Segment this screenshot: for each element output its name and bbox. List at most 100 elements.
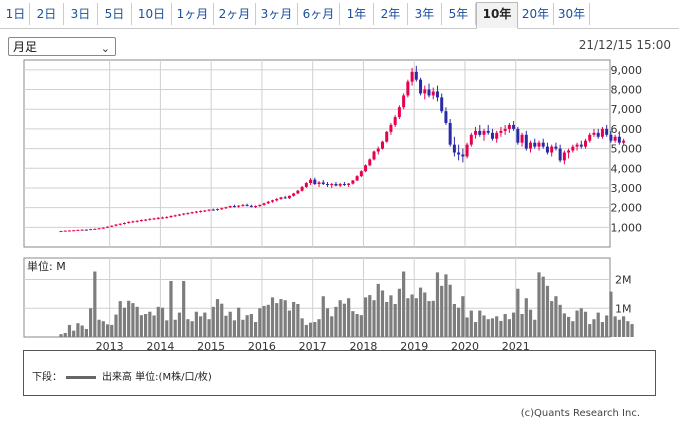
timestamp: 21/12/15 15:00 xyxy=(578,38,671,52)
candle-body xyxy=(617,136,621,143)
volume-bar xyxy=(313,322,317,337)
candle-body xyxy=(220,208,224,210)
tab-4[interactable]: 10日 xyxy=(132,3,172,25)
candle-body xyxy=(177,214,181,216)
volume-bar xyxy=(63,332,67,337)
volume-bar xyxy=(469,310,473,337)
volume-bar xyxy=(402,271,406,337)
volume-bar xyxy=(554,296,558,337)
volume-bar xyxy=(237,307,241,337)
volume-bar xyxy=(245,315,249,337)
tab-1[interactable]: 2日 xyxy=(30,3,64,25)
tab-9[interactable]: 1年 xyxy=(340,3,374,25)
tab-14[interactable]: 20年 xyxy=(518,3,554,25)
volume-bar xyxy=(190,321,194,337)
candle-body xyxy=(224,207,228,209)
volume-bar xyxy=(473,322,478,337)
candle-body xyxy=(199,210,203,212)
tab-11[interactable]: 3年 xyxy=(408,3,442,25)
volume-bar xyxy=(317,319,321,337)
candle-body xyxy=(469,134,473,145)
tab-0[interactable]: 1日 xyxy=(2,3,30,25)
candle-body xyxy=(169,215,173,218)
candle-body xyxy=(444,111,448,123)
tab-10[interactable]: 2年 xyxy=(374,3,408,25)
candle-body xyxy=(76,229,80,231)
candle-body xyxy=(321,182,325,185)
volume-bar xyxy=(626,321,630,337)
volume-bar xyxy=(334,306,338,337)
candle-body xyxy=(304,183,308,187)
candle-body xyxy=(584,140,588,147)
candle-body xyxy=(156,217,160,219)
volume-bar xyxy=(89,308,93,337)
volume-bar xyxy=(105,324,110,337)
volume-bar xyxy=(262,305,266,337)
volume-bar xyxy=(296,303,300,337)
volume-bar xyxy=(139,315,143,337)
candle-body xyxy=(245,204,249,206)
volume-bar xyxy=(452,303,456,337)
candle-body xyxy=(228,206,232,208)
price-tick-label: 1,000 xyxy=(611,221,643,234)
candle-body xyxy=(541,142,545,147)
candle-body xyxy=(571,146,575,151)
candle-body xyxy=(110,225,114,227)
candle-body xyxy=(482,130,486,135)
volume-bar xyxy=(579,308,583,337)
candle-body xyxy=(93,228,97,230)
candle-body xyxy=(503,128,507,131)
volume-bar xyxy=(300,318,304,337)
x-tick-label: 2021 xyxy=(502,340,530,350)
volume-bar xyxy=(232,320,237,337)
legend-entry: 下段： 出来高 単位:(M株/口/枚) xyxy=(32,368,212,383)
tab-3[interactable]: 5日 xyxy=(98,3,132,25)
candle-body xyxy=(427,89,431,96)
candle-body xyxy=(448,122,452,145)
tab-2[interactable]: 3日 xyxy=(64,3,98,25)
candle-body xyxy=(84,229,88,231)
candle-body xyxy=(423,89,427,94)
volume-bar xyxy=(321,296,325,337)
volume-bar xyxy=(351,311,355,337)
candle-body xyxy=(457,152,461,155)
candle-body xyxy=(499,130,503,133)
candle-body xyxy=(135,220,139,222)
copyright: (c)Quants Research Inc. xyxy=(520,408,640,419)
volume-bar xyxy=(59,334,63,337)
tab-15[interactable]: 30年 xyxy=(554,3,590,25)
price-tick-label: 4,000 xyxy=(611,162,643,175)
volume-bar xyxy=(194,311,198,337)
x-tick-label: 2013 xyxy=(96,340,124,350)
candle-body xyxy=(359,171,363,177)
period-tabs: 1日 2日 3日 5日 10日 1ヶ月 2ヶ月 3ヶ月 6ヶ月 1年 2年 3年 5年 10年 20年 30年 xyxy=(0,0,679,29)
candle-period-select[interactable]: 月足 ⌄ xyxy=(8,37,116,56)
candle-body xyxy=(588,134,592,141)
volume-bar xyxy=(567,316,571,337)
candle-body xyxy=(486,130,490,133)
volume-bar xyxy=(118,301,122,337)
tab-8[interactable]: 6ヶ月 xyxy=(298,3,340,25)
price-volume-chart: 1,000 2,000 3,000 4,000 5,000 6,000 7,000 8,000… xyxy=(23,59,643,350)
volume-bar xyxy=(148,311,152,337)
candle-body xyxy=(254,206,258,208)
volume-bar xyxy=(258,308,262,337)
candle-body xyxy=(495,132,499,139)
volume-bar xyxy=(224,315,228,337)
tab-7[interactable]: 3ヶ月 xyxy=(256,3,298,25)
tab-6[interactable]: 2ヶ月 xyxy=(214,3,256,25)
candle-body xyxy=(600,128,604,137)
candle-period-value: 月足 xyxy=(13,40,38,54)
volume-bar xyxy=(617,319,621,337)
candle-body xyxy=(131,221,135,223)
candle-body xyxy=(474,130,478,135)
candle-body xyxy=(309,179,313,184)
tab-5[interactable]: 1ヶ月 xyxy=(172,3,214,25)
tab-13[interactable]: 10年 xyxy=(476,2,518,29)
volume-bar xyxy=(423,292,427,337)
volume-bar xyxy=(389,295,393,337)
candle-body xyxy=(516,128,520,143)
volume-bar xyxy=(135,306,139,337)
candle-body xyxy=(609,134,613,141)
tab-12[interactable]: 5年 xyxy=(442,3,476,25)
